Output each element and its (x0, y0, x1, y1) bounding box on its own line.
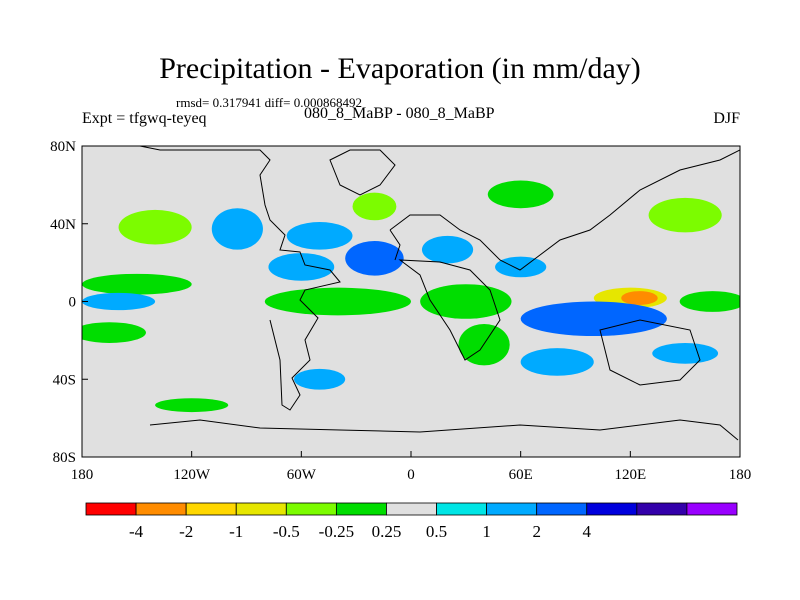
precip-blob-7 (268, 253, 335, 281)
precip-blob-15 (621, 291, 658, 305)
coastline-greenland (329, 149, 396, 196)
colorbar-label-4: -0.25 (319, 522, 354, 541)
colorbar-segment-10 (586, 502, 638, 516)
precip-blob-13 (420, 284, 512, 319)
y-tick-label-1: 40N (50, 217, 76, 233)
y-tick-label-0: 80N (50, 139, 76, 155)
x-tick-label-1: 120W (173, 467, 211, 483)
precip-blob-4 (487, 180, 554, 209)
colorbar-segment-4 (285, 502, 337, 516)
colorbar-segment-2 (185, 502, 237, 516)
coastline-america (139, 146, 341, 411)
precip-blobs (82, 180, 740, 413)
coastline-antarctica (149, 419, 739, 441)
precip-blob-20 (155, 398, 229, 413)
precip-blob-6 (82, 273, 192, 295)
precip-blob-9 (421, 235, 474, 264)
colorbar-label-6: 0.5 (426, 522, 447, 541)
coastlines (139, 146, 740, 441)
chart-title: Precipitation - Evaporation (in mm/day) (159, 52, 641, 85)
y-ticks: 80N 40N 0 40S 80S (50, 139, 88, 466)
x-tick-label-3: 0 (407, 467, 415, 483)
colorbar-segment-0 (85, 502, 137, 516)
colorbar-label-7: 1 (482, 522, 491, 541)
precip-blob-12 (264, 287, 411, 316)
precip-blob-2 (286, 222, 353, 250)
precip-blob-22 (520, 348, 594, 376)
y-tick-label-3: 40S (53, 372, 76, 388)
x-tick-label-6: 180 (729, 467, 752, 483)
colorbar-label-5: 0.25 (372, 522, 402, 541)
x-tick-label-4: 60E (509, 467, 533, 483)
precip-blob-3 (352, 192, 397, 221)
colorbar-segment-3 (235, 502, 287, 516)
precip-blob-5 (648, 197, 722, 233)
coastline-eurasia-africa (389, 149, 740, 361)
x-tick-label-0: 180 (71, 467, 94, 483)
y-tick-label-4: 80S (53, 450, 76, 466)
x-tick-label-5: 120E (614, 467, 646, 483)
colorbar-segment-1 (135, 502, 187, 516)
colorbar-label-0: -4 (129, 522, 144, 541)
colorbar-label-2: -1 (229, 522, 243, 541)
colorbar-segment-9 (536, 502, 588, 516)
colorbar: -4 -2 -1 -0.5 -0.25 0.25 0.5 1 2 4 (85, 502, 738, 541)
colorbar-segment-8 (486, 502, 538, 516)
experiment-label: Expt = tfgwq-teyeq (82, 110, 207, 127)
precip-blob-0 (118, 209, 192, 245)
x-tick-label-2: 60W (287, 467, 317, 483)
precip-blob-17 (520, 301, 667, 337)
precip-blob-1 (211, 208, 263, 250)
y-tick-label-2: 0 (69, 295, 77, 311)
precip-blob-11 (82, 292, 156, 311)
colorbar-segment-7 (436, 502, 488, 516)
precip-blob-19 (82, 322, 146, 343)
colorbar-segment-12 (686, 502, 738, 516)
colorbar-label-3: -0.5 (273, 522, 300, 541)
x-ticks: 180 120W 60W 0 60E 120E 180 (71, 451, 752, 483)
colorbar-label-8: 2 (532, 522, 541, 541)
colorbar-segment-11 (636, 502, 688, 516)
precip-blob-21 (294, 368, 346, 390)
precip-blob-23 (652, 342, 719, 364)
comparison-label: 080_8_MaBP - 080_8_MaBP (304, 105, 495, 122)
precip-blob-16 (679, 291, 740, 312)
stats-line: rmsd= 0.317941 diff= 0.000868492 (176, 95, 362, 110)
precip-blob-8 (345, 241, 404, 276)
precip-blob-10 (495, 256, 547, 278)
coastline-australia (599, 319, 701, 386)
colorbar-segment-6 (386, 502, 437, 516)
colorbar-segment-5 (335, 502, 387, 516)
colorbar-label-9: 4 (583, 522, 592, 541)
colorbar-label-1: -2 (179, 522, 193, 541)
season-label: DJF (713, 110, 740, 127)
